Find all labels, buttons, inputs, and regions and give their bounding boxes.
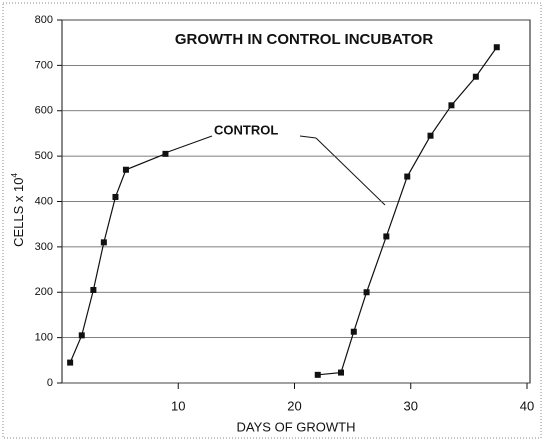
marker <box>493 44 500 51</box>
x-tick-label: 30 <box>404 398 418 413</box>
y-tick-label: 800 <box>35 14 53 26</box>
marker <box>112 193 119 200</box>
annotation-arrow <box>164 135 213 154</box>
y-tick-label: 400 <box>35 195 53 207</box>
y-tick-label: 500 <box>35 150 53 162</box>
marker <box>404 173 411 180</box>
y-tick-label: 300 <box>35 241 53 253</box>
line <box>69 153 166 363</box>
x-tick-label: 10 <box>171 398 185 413</box>
annotation: CONTROL <box>214 122 278 137</box>
x-tick-label: 20 <box>287 398 301 413</box>
x-axis-label: DAYS OF GROWTH <box>237 419 356 434</box>
y-tick-label: 600 <box>35 105 53 117</box>
marker <box>448 102 455 109</box>
marker <box>162 150 169 157</box>
annotation-arrow <box>299 135 317 139</box>
marker <box>338 369 344 376</box>
marker <box>314 371 321 378</box>
marker <box>122 166 129 173</box>
marker <box>78 332 85 339</box>
y-tick-label: 0 <box>47 377 53 389</box>
annotation-arrow <box>315 137 386 206</box>
page-border <box>2 2 542 439</box>
y-tick-label: 200 <box>35 286 53 298</box>
line <box>317 46 498 376</box>
marker <box>350 328 357 335</box>
marker <box>100 239 107 246</box>
chart-title: GROWTH IN CONTROL INCUBATOR <box>175 31 433 48</box>
y-tick-label: 100 <box>35 332 53 344</box>
y-axis-label: CELLS x 104 <box>10 173 26 247</box>
marker <box>90 286 97 293</box>
y-tick-label: 700 <box>35 59 53 71</box>
marker <box>363 289 370 296</box>
marker <box>383 233 390 240</box>
marker <box>472 73 479 80</box>
y-axis-label-text: CELLS x 10 <box>11 178 26 247</box>
y-axis-label-exponent: 4 <box>10 173 19 178</box>
x-tick-label: 40 <box>520 398 534 413</box>
marker <box>67 359 74 366</box>
marker <box>427 132 434 139</box>
